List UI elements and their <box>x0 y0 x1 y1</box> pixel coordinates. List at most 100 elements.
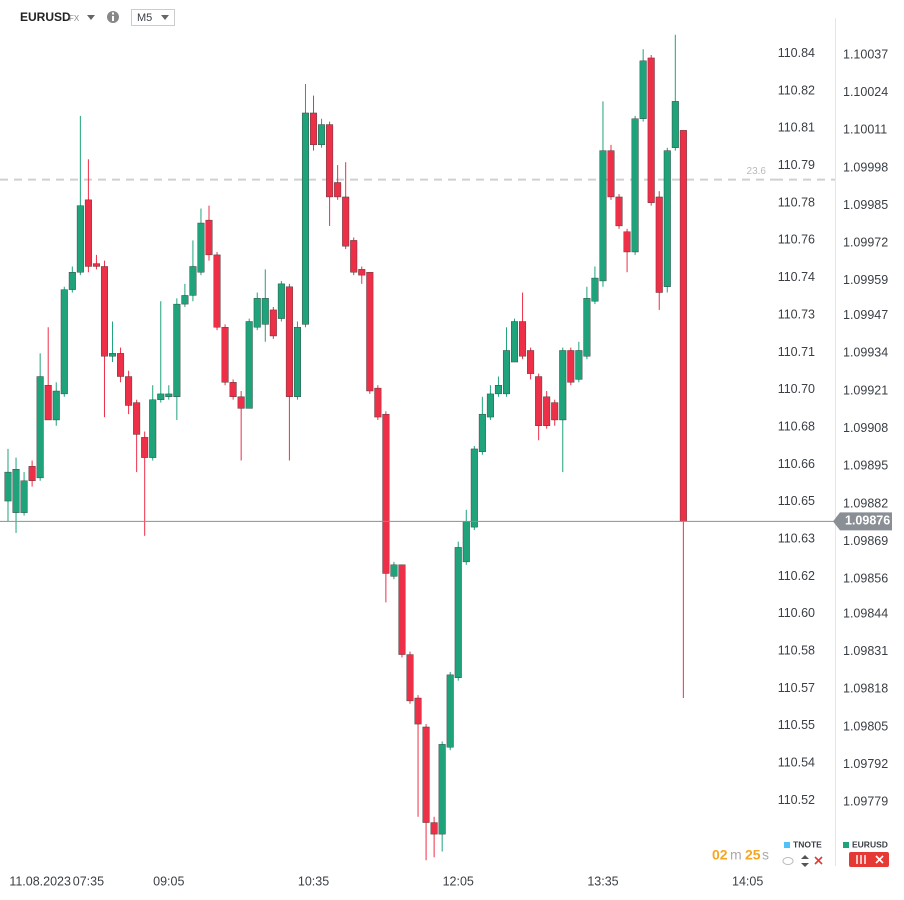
y2-tick-label: 110.84 <box>778 46 815 60</box>
x-tick-label: 11.08.2023 <box>9 874 71 888</box>
y2-tick-label: 110.66 <box>778 457 815 471</box>
candle-body <box>76 205 84 273</box>
candle-body <box>454 547 462 678</box>
y2-tick-label: 110.52 <box>778 793 815 807</box>
plot: 23.6 1.10037 1.10024 1.10011 1.09998 1.09985 1… <box>0 34 892 888</box>
countdown-seconds: 25 <box>745 847 761 863</box>
candle-body <box>261 298 269 325</box>
candle-body <box>462 521 470 563</box>
candle-body <box>623 231 631 253</box>
candle-body <box>438 744 446 835</box>
market: FX <box>69 14 80 23</box>
legend-label[interactable]: TNOTE <box>793 839 822 849</box>
candle-body <box>245 321 253 409</box>
legend-swatch <box>784 842 790 848</box>
y-tick-label: 1.09805 <box>843 719 888 733</box>
move-icon[interactable] <box>801 855 809 867</box>
candle-body <box>157 393 165 400</box>
candle-body <box>631 118 639 253</box>
candle-body <box>253 298 261 328</box>
candle-body <box>511 321 519 363</box>
y-tick-label: 1.09818 <box>843 682 888 696</box>
legend-label[interactable]: EURUSD <box>852 839 888 849</box>
y-tick-label: 1.10011 <box>843 123 887 137</box>
candle-body <box>285 286 293 397</box>
close-icon[interactable] <box>814 856 823 865</box>
candle-body <box>125 376 133 406</box>
candle-body <box>149 399 157 458</box>
y-tick-label: 1.09792 <box>843 757 888 771</box>
candle-body <box>607 150 615 198</box>
y2-tick-label: 110.81 <box>778 121 815 135</box>
candle-body <box>60 289 68 395</box>
countdown-unit: m <box>730 847 742 863</box>
candle-body <box>326 124 334 198</box>
candle-body <box>615 196 623 227</box>
timeframe-select[interactable] <box>131 9 175 26</box>
candle-body <box>269 309 277 337</box>
candle-body <box>647 57 655 203</box>
y2-tick-label: 110.60 <box>778 606 815 620</box>
symbol[interactable]: EURUSD <box>20 10 71 24</box>
candle-body <box>100 266 108 357</box>
candle-body <box>390 564 398 577</box>
y2-tick-label: 110.76 <box>778 233 815 247</box>
candle-body <box>68 272 76 290</box>
candle-body <box>655 196 663 293</box>
candle-body <box>543 396 551 426</box>
candle-body <box>559 350 567 421</box>
eye-icon[interactable] <box>782 857 794 865</box>
candle-body <box>181 295 189 305</box>
candle-body <box>133 402 141 435</box>
candle-body <box>599 150 607 282</box>
remove-button[interactable] <box>849 852 889 867</box>
candle-body <box>4 471 12 502</box>
price-tag <box>833 512 892 531</box>
candle-body <box>277 283 285 319</box>
candle-body <box>173 303 181 397</box>
x-tick-label: 14:05 <box>732 874 763 888</box>
y-tick-label: 1.09934 <box>843 346 888 360</box>
y-tick-label: 1.09869 <box>843 534 888 548</box>
y-tick-label: 1.09908 <box>843 421 888 435</box>
candle-body <box>470 448 478 528</box>
candle-body <box>12 469 20 513</box>
candle-body <box>301 112 309 325</box>
candle-body <box>36 376 44 479</box>
y2-tick-label: 110.70 <box>778 382 815 396</box>
fib-level-label: 23.6 <box>747 166 767 177</box>
y-tick-label: 1.10037 <box>843 47 888 61</box>
symbol-dropdown[interactable] <box>87 15 95 20</box>
candle-body <box>398 564 406 655</box>
info-glyph <box>112 12 114 15</box>
info-glyph <box>112 16 114 21</box>
candle-body <box>318 124 326 146</box>
candle-body <box>117 353 125 377</box>
y2-tick-label: 110.63 <box>778 532 815 546</box>
y2-tick-label: 110.74 <box>778 270 815 284</box>
candle-body <box>374 387 382 418</box>
y2-tick-label: 110.82 <box>778 83 815 97</box>
candle-body <box>663 150 671 287</box>
candle-body <box>502 350 510 395</box>
candle-body <box>334 182 342 198</box>
candle-body <box>575 350 583 380</box>
candle-body <box>486 393 494 418</box>
y2-tick-label: 110.57 <box>778 681 815 695</box>
candle-body <box>494 385 502 395</box>
candle-body <box>342 196 350 247</box>
y-tick-label: 1.09779 <box>843 795 888 809</box>
candle-body <box>221 327 229 383</box>
candle-body <box>189 266 197 296</box>
candle-body <box>567 350 575 383</box>
candle-body <box>551 402 559 421</box>
candle-body <box>414 697 422 725</box>
y-tick-label: 1.09844 <box>843 606 888 620</box>
candle-body <box>197 222 205 273</box>
candle-body <box>583 298 591 357</box>
countdown-minutes: 02 <box>712 847 728 863</box>
candle-body <box>229 382 237 397</box>
candle-body <box>671 101 679 148</box>
